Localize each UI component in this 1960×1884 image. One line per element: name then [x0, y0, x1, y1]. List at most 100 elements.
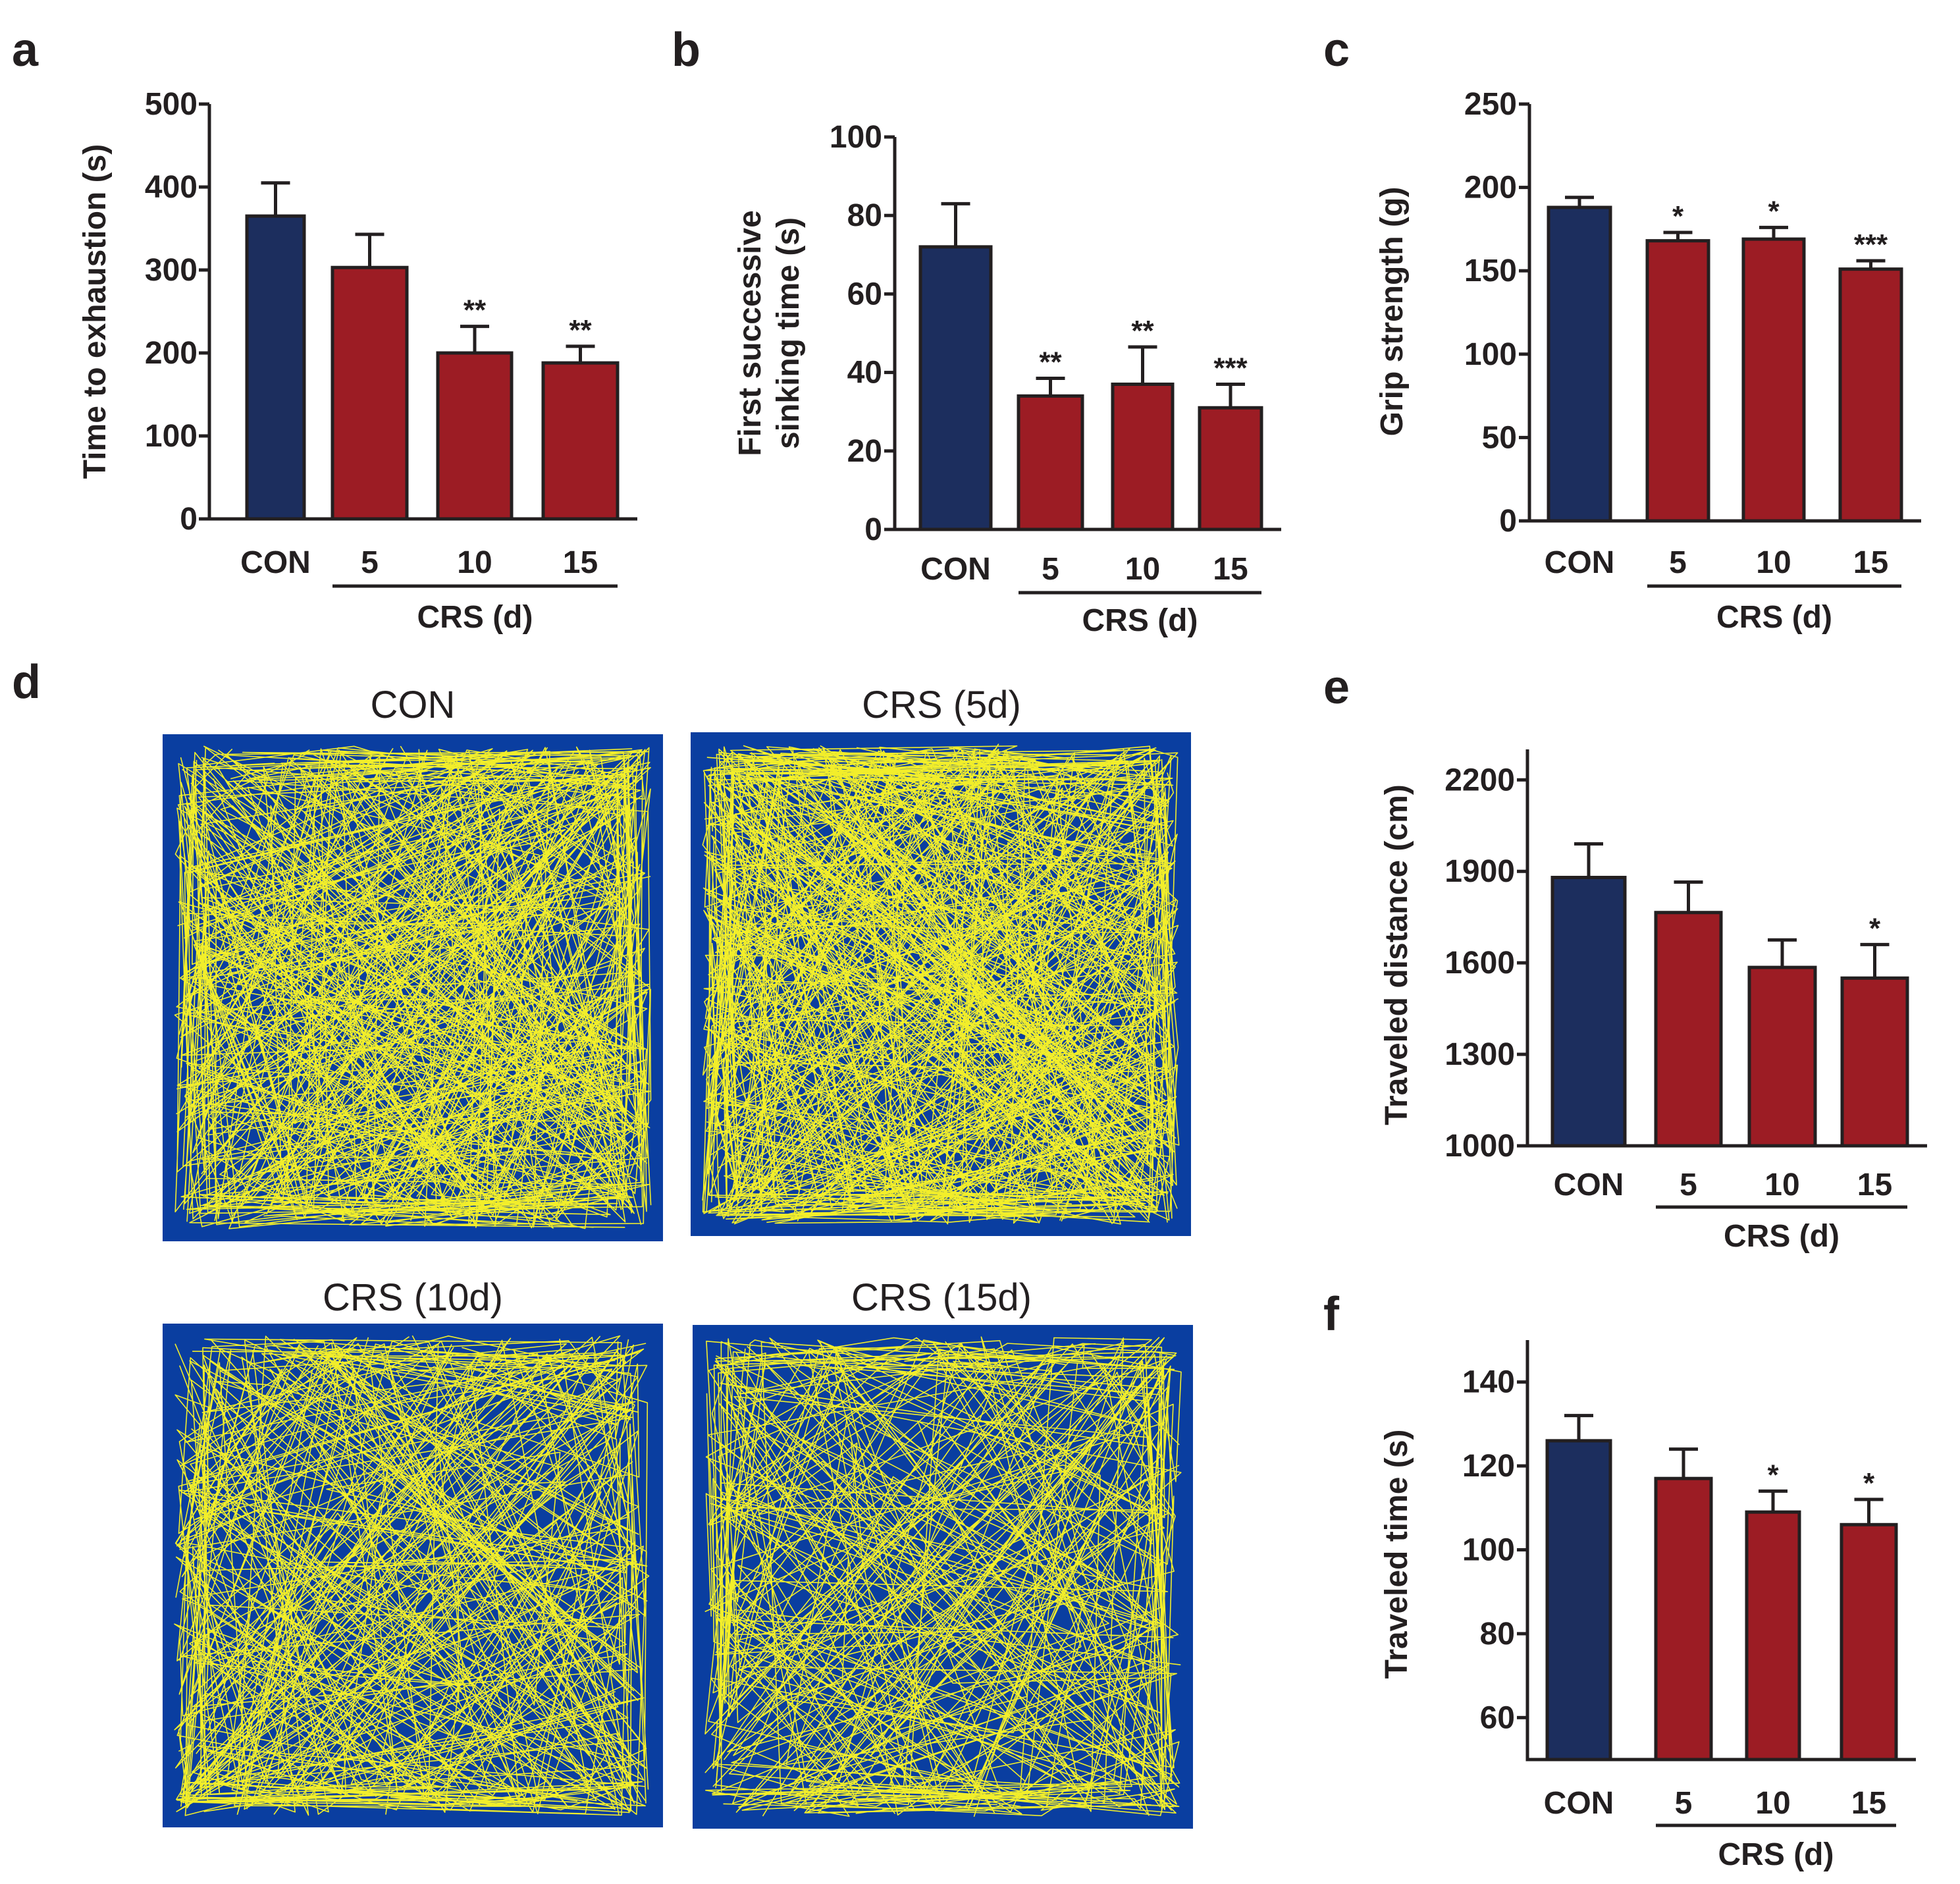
bar-f-1: [1654, 1476, 1713, 1762]
category-label-e-2: 10: [1764, 1168, 1799, 1202]
bar-f-0: [1545, 1439, 1612, 1762]
category-label-c-2: 10: [1756, 545, 1791, 580]
category-label-a-2: 10: [457, 545, 492, 580]
track-cross-2: [176, 1343, 648, 1813]
panel-d-letter: d: [12, 656, 41, 709]
y-tick-label-e-0: 1000: [1444, 1129, 1515, 1164]
error-bar-e-2: [1768, 938, 1797, 968]
error-bar-e-3: [1860, 942, 1890, 979]
y-tick-label-b-5: 100: [830, 120, 882, 155]
y-axis-label-e: Traveled distance (cm): [1379, 784, 1414, 1125]
error-bar-c-1: [1663, 230, 1693, 241]
category-label-c-1: 5: [1669, 545, 1687, 580]
significance-c-1: *: [1672, 200, 1684, 232]
y-tick-label-a-5: 500: [145, 87, 198, 122]
category-label-b-2: 10: [1125, 552, 1160, 587]
y-tick-label-e-2: 1600: [1444, 946, 1515, 981]
category-label-c-3: 15: [1853, 545, 1888, 580]
y-tick-label-c-3: 150: [1464, 254, 1517, 288]
error-bar-a-0: [261, 181, 290, 217]
significance-a-3: **: [569, 314, 592, 346]
group-label-b: CRS (d): [1082, 603, 1198, 638]
arena-title-crs-15d: CRS (15d): [851, 1276, 1032, 1319]
category-label-f-0: CON: [1544, 1786, 1614, 1821]
significance-b-3: ***: [1213, 352, 1248, 384]
significance-b-1: **: [1039, 346, 1062, 379]
error-bar-c-0: [1565, 196, 1594, 207]
panel-d-open-field: d CON CRS (5d) CRS (10d) CRS (15d): [12, 656, 1193, 1829]
y-tick-label-c-5: 250: [1464, 87, 1517, 122]
y-tick-label-b-2: 40: [847, 356, 882, 390]
panel-f-bar-chart: f CON 5 * 10 * 15 60 80 100 120 140 Traveled time (…: [1323, 1288, 1916, 1872]
arena-title-crs-5d: CRS (5d): [862, 684, 1021, 726]
y-tick-label-e-3: 1900: [1444, 854, 1515, 889]
y-tick-label-b-4: 80: [847, 198, 882, 233]
error-bar-c-2: [1759, 225, 1788, 240]
category-label-f-2: 10: [1755, 1786, 1790, 1821]
error-bar-a-1: [355, 232, 384, 268]
track-wall-0: [174, 745, 652, 1229]
bar-e-1: [1654, 911, 1723, 1148]
y-tick-label-a-2: 200: [145, 336, 198, 371]
y-tick-label-b-1: 20: [847, 434, 882, 469]
y-axis-label-c: Grip strength (g): [1375, 187, 1410, 437]
category-label-f-3: 15: [1851, 1786, 1886, 1821]
panel-c-letter: c: [1323, 24, 1350, 76]
group-label-c: CRS (d): [1716, 600, 1832, 635]
significance-c-3: ***: [1854, 229, 1888, 261]
y-axis-label-a: Time to exhaustion (s): [78, 144, 113, 479]
track-wall-3: [704, 1336, 1182, 1817]
y-axis-label-f: Traveled time (s): [1379, 1430, 1414, 1679]
bar-e-2: [1747, 965, 1817, 1148]
axes-f: [1525, 1340, 1916, 1762]
bar-e-3: [1840, 976, 1909, 1148]
bar-a-0: [245, 214, 306, 521]
arena-title-con: CON: [371, 684, 456, 726]
category-label-a-0: CON: [240, 545, 311, 580]
panel-e-bar-chart: e CON 5 10 * 15 1000 1300 1600 1900 2200 Traveled …: [1323, 661, 1927, 1254]
category-label-e-0: CON: [1554, 1168, 1624, 1202]
category-label-c-0: CON: [1545, 545, 1615, 580]
error-bar-f-2: [1759, 1489, 1788, 1513]
y-tick-label-f-3: 120: [1462, 1449, 1515, 1484]
track-wall-2: [174, 1335, 650, 1816]
y-tick-label-c-4: 200: [1464, 171, 1517, 205]
movement-tracks: [174, 743, 1182, 1817]
y-tick-label-c-0: 0: [1499, 504, 1517, 539]
bar-a-3: [541, 361, 620, 521]
bar-b-2: [1111, 382, 1175, 531]
y-tick-label-b-3: 60: [847, 277, 882, 311]
panel-f-letter: f: [1323, 1288, 1340, 1341]
y-tick-label-b-0: 0: [864, 512, 882, 547]
bar-f-2: [1745, 1510, 1801, 1762]
bar-e-0: [1550, 875, 1627, 1148]
y-tick-label-a-3: 300: [145, 253, 198, 288]
y-tick-label-f-1: 80: [1480, 1617, 1515, 1652]
y-tick-label-a-0: 0: [180, 502, 198, 537]
error-bar-b-1: [1036, 377, 1065, 396]
y-tick-label-f-0: 60: [1480, 1700, 1515, 1735]
y-axis-label-b: First successive sinking time (s): [733, 210, 806, 456]
track-wall-1: [702, 743, 1180, 1225]
category-label-e-1: 5: [1680, 1168, 1697, 1202]
error-bar-f-0: [1564, 1414, 1593, 1441]
arena-title-crs-10d: CRS (10d): [323, 1276, 503, 1319]
category-label-a-1: 5: [361, 545, 379, 580]
error-bar-e-1: [1674, 880, 1703, 913]
group-label-a: CRS (d): [417, 600, 533, 635]
error-bar-a-2: [460, 325, 489, 353]
y-tick-label-e-4: 2200: [1444, 763, 1515, 797]
significance-f-3: *: [1863, 1467, 1875, 1499]
bar-c-3: [1838, 267, 1903, 523]
bar-c-0: [1547, 205, 1612, 523]
category-label-a-3: 15: [563, 545, 598, 580]
category-label-e-3: 15: [1857, 1168, 1892, 1202]
bar-c-2: [1741, 237, 1806, 523]
significance-c-2: *: [1768, 195, 1780, 227]
bar-b-3: [1198, 406, 1263, 531]
bar-a-1: [331, 265, 409, 521]
significance-f-2: *: [1767, 1459, 1779, 1491]
y-tick-label-e-1: 1300: [1444, 1037, 1515, 1072]
panel-b-letter: b: [672, 24, 701, 76]
significance-e-3: *: [1869, 912, 1881, 944]
